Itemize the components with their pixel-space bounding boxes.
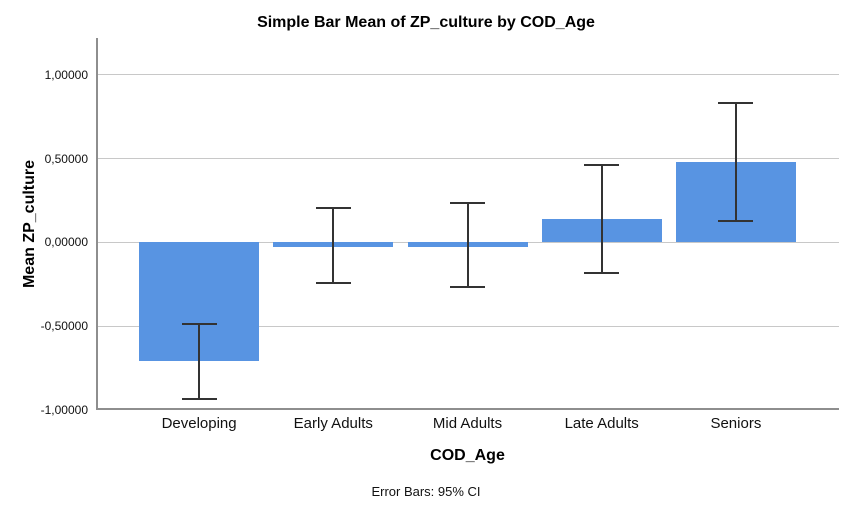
- x-tick-label: Seniors: [710, 415, 762, 432]
- error-bar-line: [734, 101, 737, 223]
- x-axis-title: COD_Age: [430, 447, 505, 464]
- plot-area: [96, 38, 839, 410]
- x-tick-label: Late Adults: [564, 415, 639, 432]
- x-tick-label: Developing: [161, 415, 237, 432]
- error-bar-cap-bottom: [450, 285, 485, 288]
- error-bar-line: [332, 207, 335, 285]
- y-axis-line: [96, 38, 98, 410]
- x-tick-label: Mid Adults: [432, 415, 503, 432]
- y-tick-label: -1,00000: [40, 403, 88, 417]
- y-tick-label: 0,50000: [44, 151, 88, 166]
- chart-title: Simple Bar Mean of ZP_culture by COD_Age: [257, 14, 595, 31]
- error-bar-cap-top: [315, 207, 351, 210]
- error-bar-cap-bottom: [315, 282, 351, 285]
- gridline: [96, 74, 839, 76]
- x-axis-line: [96, 408, 839, 410]
- gridline: [96, 325, 839, 327]
- error-bar-cap-bottom: [718, 220, 754, 223]
- error-bar-line: [198, 322, 201, 400]
- error-bar-cap-top: [584, 163, 620, 166]
- y-tick-label: -0,50000: [40, 319, 88, 334]
- error-bar-line: [466, 202, 469, 288]
- error-bar-line: [600, 163, 603, 275]
- error-bar-cap-bottom: [181, 397, 217, 400]
- y-axis-tick-labels: 1,00000 0,50000 0,00000 -0,50000 -1,00000: [0, 38, 88, 417]
- gridline: [96, 158, 839, 160]
- x-tick-label: Early Adults: [293, 415, 373, 432]
- error-bar-cap-bottom: [584, 272, 620, 275]
- y-tick-label: 1,00000: [44, 67, 88, 82]
- y-tick-label: 0,00000: [44, 235, 88, 250]
- error-bars-footnote: Error Bars: 95% CI: [371, 484, 481, 499]
- x-axis-tick-labels: Developing Early Adults Mid Adults Late Adu…: [96, 415, 839, 435]
- error-bar-cap-top: [718, 101, 754, 104]
- error-bar-cap-top: [181, 322, 217, 325]
- error-bar-cap-top: [450, 202, 485, 205]
